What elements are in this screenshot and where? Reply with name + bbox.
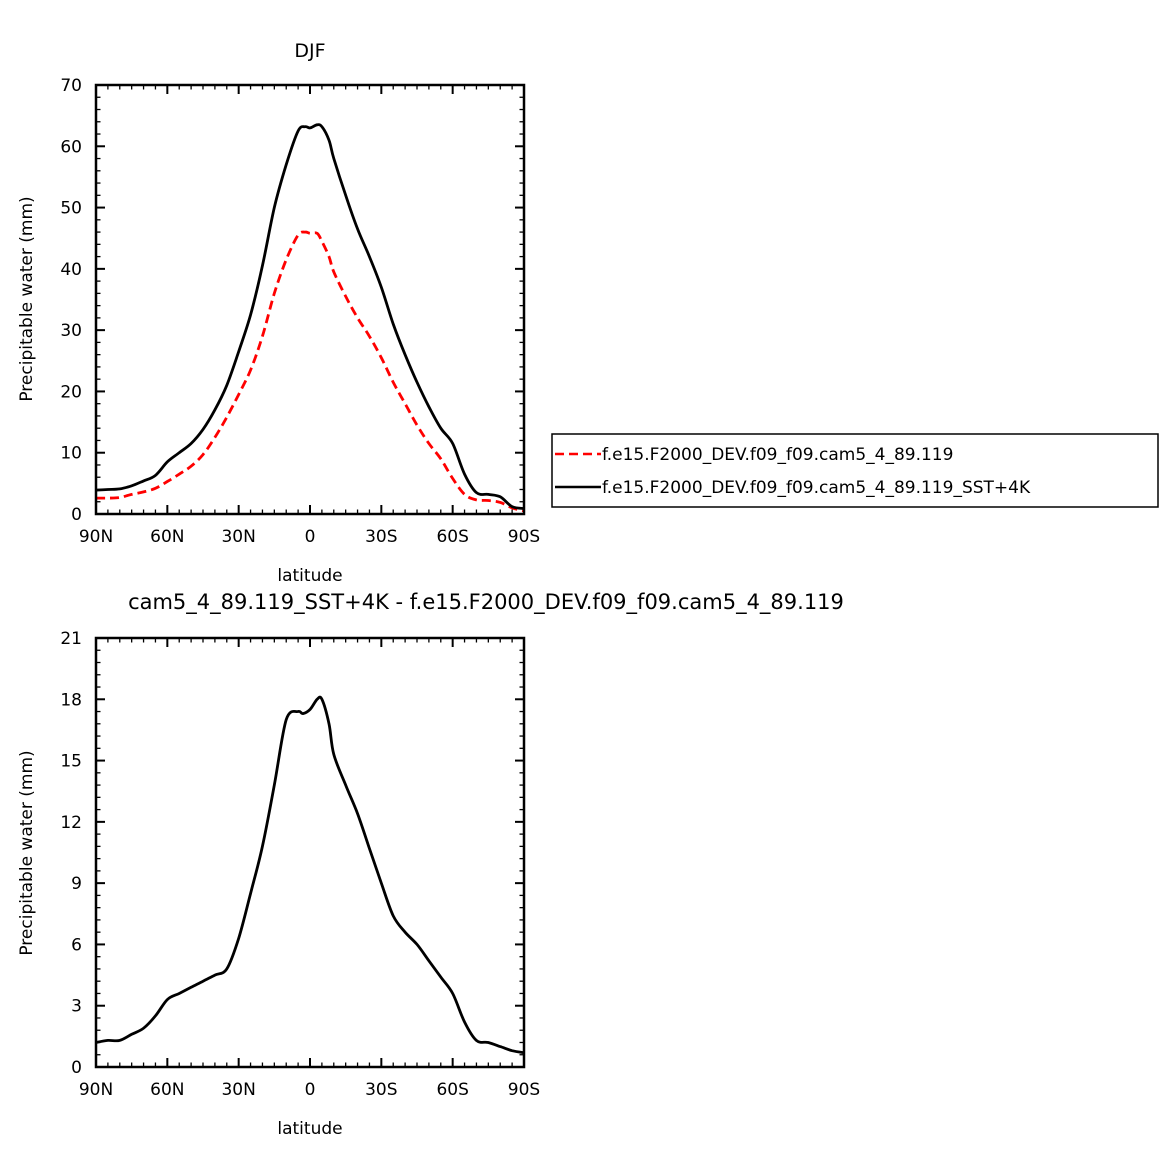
bottom-chart-x-tick-label: 30N xyxy=(221,1080,255,1100)
bottom-chart-y-tick-label: 21 xyxy=(60,629,82,649)
bottom-chart-x-tick-label: 30S xyxy=(365,1080,397,1100)
bottom-chart-x-tick-label: 90S xyxy=(508,1080,540,1100)
top-chart-series xyxy=(95,123,525,513)
top-chart-tick-labels: 90N 60N 30N 0 30S 60S 90S 0 10 20 30 40 50 60 70 xyxy=(60,76,540,547)
top-chart-y-tick-label: 0 xyxy=(71,505,82,525)
bottom-chart-y-tick-label: 15 xyxy=(60,752,82,772)
bottom-chart-xlabel: latitude xyxy=(277,1119,342,1139)
bottom-chart-frame xyxy=(94,636,526,1069)
bottom-chart-x-tick-label: 60N xyxy=(150,1080,184,1100)
bottom-chart-ylabel: Precipitable water (mm) xyxy=(17,750,37,955)
bottom-chart-title: cam5_4_89.119_SST+4K - f.e15.F2000_DEV.f… xyxy=(128,590,844,615)
top-chart-x-tick-label: 60S xyxy=(436,527,468,547)
top-chart-series-line-1 xyxy=(95,123,525,510)
legend: f.e15.F2000_DEV.f09_f09.cam5_4_89.119 f.… xyxy=(551,433,1159,508)
top-chart-x-tick-label: 30S xyxy=(365,527,397,547)
bottom-chart-y-tick-label: 12 xyxy=(60,813,82,833)
top-chart-x-tick-label: 90N xyxy=(79,527,113,547)
legend-label-control: f.e15.F2000_DEV.f09_f09.cam5_4_89.119 xyxy=(602,445,953,465)
bottom-chart-x-tick-label: 0 xyxy=(305,1080,316,1100)
top-chart-y-tick-label: 40 xyxy=(60,260,82,280)
legend-box xyxy=(551,433,1159,508)
top-chart-title: DJF xyxy=(294,40,325,62)
top-chart-y-tick-label: 50 xyxy=(60,199,82,219)
top-chart-x-tick-label: 90S xyxy=(508,527,540,547)
top-chart-xlabel: latitude xyxy=(277,566,342,586)
bottom-chart-series-line-0 xyxy=(95,695,525,1055)
top-chart-series-line-0 xyxy=(95,230,525,513)
top-chart-y-tick-label: 70 xyxy=(60,76,82,96)
bottom-chart-y-tick-label: 9 xyxy=(71,874,82,894)
top-chart-ylabel: Precipitable water (mm) xyxy=(17,196,37,401)
bottom-chart: cam5_4_89.119_SST+4K - f.e15.F2000_DEV.f… xyxy=(17,590,844,1139)
legend-label-sst4k: f.e15.F2000_DEV.f09_f09.cam5_4_89.119_SS… xyxy=(602,478,1031,498)
bottom-chart-y-tick-label: 18 xyxy=(60,690,82,710)
bottom-chart-series xyxy=(95,695,525,1055)
bottom-chart-x-tick-label: 90N xyxy=(79,1080,113,1100)
top-chart-y-tick-label: 20 xyxy=(60,382,82,402)
bottom-chart-ticks xyxy=(95,637,525,1068)
top-chart-y-tick-label: 30 xyxy=(60,321,82,341)
top-chart-frame xyxy=(94,83,526,516)
bottom-chart-y-tick-label: 3 xyxy=(71,997,82,1017)
bottom-chart-x-tick-label: 60S xyxy=(436,1080,468,1100)
top-chart: DJF Precipitable water (mm) latitude 90N… xyxy=(17,40,540,586)
top-chart-y-tick-label: 10 xyxy=(60,444,82,464)
bottom-chart-tick-labels: 90N 60N 30N 0 30S 60S 90S 0 3 6 9 12 15 18 21 xyxy=(60,629,540,1100)
bottom-chart-y-tick-label: 0 xyxy=(71,1058,82,1078)
top-chart-y-tick-label: 60 xyxy=(60,137,82,157)
top-chart-ticks xyxy=(95,84,525,515)
top-chart-x-tick-label: 0 xyxy=(305,527,316,547)
top-chart-x-tick-label: 30N xyxy=(221,527,255,547)
top-chart-x-tick-label: 60N xyxy=(150,527,184,547)
bottom-chart-y-tick-label: 6 xyxy=(71,935,82,955)
